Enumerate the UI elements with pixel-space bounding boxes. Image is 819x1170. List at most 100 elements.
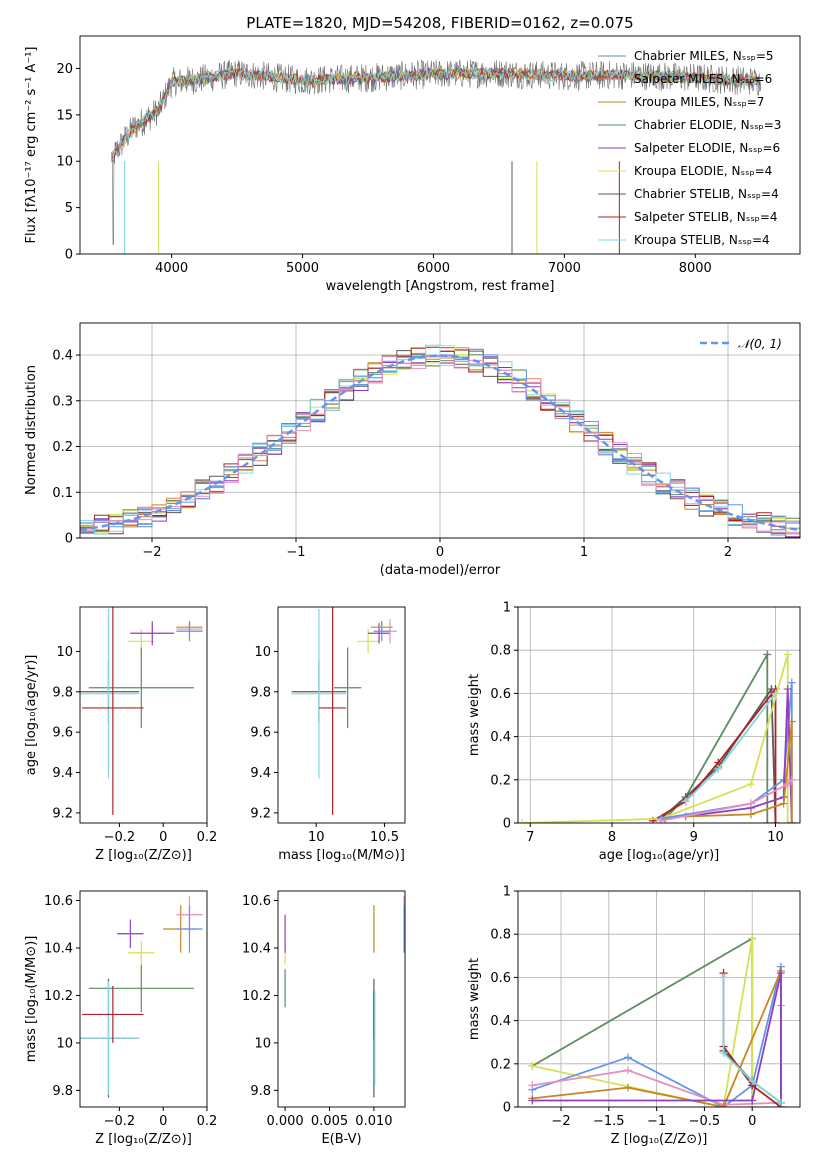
x-axis-label: wavelength [Angstrom, rest frame] [326,279,555,294]
y-axis-label: Flux [fλ10⁻¹⁷ erg cm⁻² s⁻¹ A⁻¹] [24,47,39,244]
panel-massweight-vs-age: 7 8 9 10 0 0.2 0.4 0.6 0.8 1 age [log₁₀(age/yr)] ma… [467,601,801,863]
y-tick-label: 10.4 [242,941,271,956]
y-axis-label: age [log₁₀(age/yr)] [24,655,39,776]
mass-weight-marker [779,799,788,808]
panel-mass-vs-Z: −0.2 0 0.2 9.8 10 10.2 10.4 10.6 Z [log₁₀(Z/Z⊙)]… [24,890,218,1147]
y-tick-label: 10 [254,1036,271,1051]
axes-frame [517,890,801,1108]
y-axis-label: mass weight [467,674,482,756]
mass-weight-line [531,936,754,1107]
errorbar-point [176,621,203,642]
mass-weight-line [722,977,782,1104]
y-tick-label: 9.2 [52,806,73,821]
x-tick-label: 0.2 [197,1114,218,1129]
x-tick-label: 8000 [679,261,712,276]
x-tick-label: 8 [608,830,616,845]
y-tick-label: 10 [56,645,73,660]
y-tick-label: 10 [56,1036,73,1051]
y-tick-label: 15 [56,108,73,123]
y-tick-label: 10.6 [242,894,271,909]
x-axis-label: Z [log₁₀(Z/Z⊙)] [95,1132,192,1147]
mass-weight-marker [763,650,772,659]
mass-weight-marker [771,819,780,823]
y-tick-label: 9.8 [52,1084,73,1099]
gaussian-curve [80,354,800,532]
mass-weight-marker [657,816,666,823]
mass-weight-marker [719,1103,728,1107]
y-tick-label: 0.1 [52,486,73,501]
errorbar-point [333,647,362,729]
x-tick-label: −0.2 [104,1114,136,1129]
plot-area [528,934,785,1107]
mass-weight-marker [746,810,755,819]
errorbar-point [80,981,140,1096]
panel-spectrum: 4000 5000 6000 7000 8000 0 5 10 15 20 wavelength [… [24,35,801,294]
mass-weight-marker [528,1096,537,1105]
x-tick-label: 10.5 [370,830,399,845]
plot-area [284,895,405,1098]
panel-residuals: −2 −1 0 1 2 0 0.1 0.2 0.3 0.4 (data-model)/error No… [24,322,801,578]
y-tick-label: 1 [503,885,511,900]
panel-massweight-vs-Z: −2 −1.5 −1 −0.5 0 0 0.2 0.4 0.6 0.8 1 Z [log₁₀(Z/Z⊙… [467,885,801,1147]
x-tick-label: −1.5 [593,1114,625,1129]
y-tick-label: 9.6 [250,726,271,741]
x-tick-label: 4000 [155,261,188,276]
x-axis-label: Z [log₁₀(Z/Z⊙)] [95,848,192,863]
errorbar-point [291,609,347,779]
y-tick-label: 20 [56,62,73,77]
x-tick-label: −1 [286,545,305,560]
legend-label: Chabrier STELIB, Nₛₛₚ=4 [634,187,779,201]
axes-frame [79,606,208,824]
x-tick-label: 10 [308,830,325,845]
mass-weight-marker [763,819,772,823]
mass-weight-marker [681,797,690,806]
x-tick-label: 7000 [548,261,581,276]
mass-weight-marker [783,780,792,789]
x-tick-label: 1 [580,545,588,560]
mass-weight-marker [719,1049,728,1057]
y-tick-label: 0.2 [52,440,73,455]
y-tick-label: 0.6 [490,687,511,702]
mass-weight-marker [776,969,785,978]
mass-weight-marker [748,1096,757,1105]
y-tick-label: 9.4 [52,766,73,781]
mass-weight-marker [719,973,728,982]
x-tick-label: 9 [690,830,698,845]
y-tick-label: 0 [65,248,73,263]
mass-weight-line [532,972,782,1107]
mass-weight-marker [746,780,755,789]
errorbar-point [128,940,155,965]
legend-label: Chabrier MILES, Nₛₛₚ=5 [634,49,774,63]
mass-weight-marker [787,819,796,823]
x-tick-label: −0.2 [104,830,136,845]
x-tick-label: 0.2 [197,830,218,845]
y-tick-label: 9.2 [250,806,271,821]
y-tick-label: 5 [65,201,73,216]
mass-weight-marker [783,819,792,823]
x-tick-label: 0 [748,1114,756,1129]
y-tick-label: 0.8 [490,644,511,659]
mass-weight-marker [746,799,755,808]
mass-weight-marker [623,1066,632,1075]
errorbar-point [88,964,194,1013]
legend-label: Salpeter MILES, Nₛₛₚ=6 [634,72,772,86]
y-tick-label: 1 [503,601,511,616]
residual-histogram [80,354,800,536]
errorbar-point [88,647,194,729]
legend-label: Chabrier ELODIE, Nₛₛₚ=3 [634,118,781,132]
errorbar-point [130,621,175,646]
plot-area [291,607,397,815]
mass-weight-marker [787,717,796,726]
y-tick-label: 0.6 [490,971,511,986]
y-tick-label: 9.4 [250,766,271,781]
errorbar-point [368,623,390,644]
mass-weight-marker [528,1061,537,1070]
residual-histogram [80,355,800,533]
x-tick-label: −2 [142,545,161,560]
mass-weight-marker [787,775,796,784]
plot-area [80,607,203,815]
x-tick-label: −1 [647,1114,666,1129]
errorbar-point [176,905,203,953]
mass-weight-marker [783,685,792,694]
